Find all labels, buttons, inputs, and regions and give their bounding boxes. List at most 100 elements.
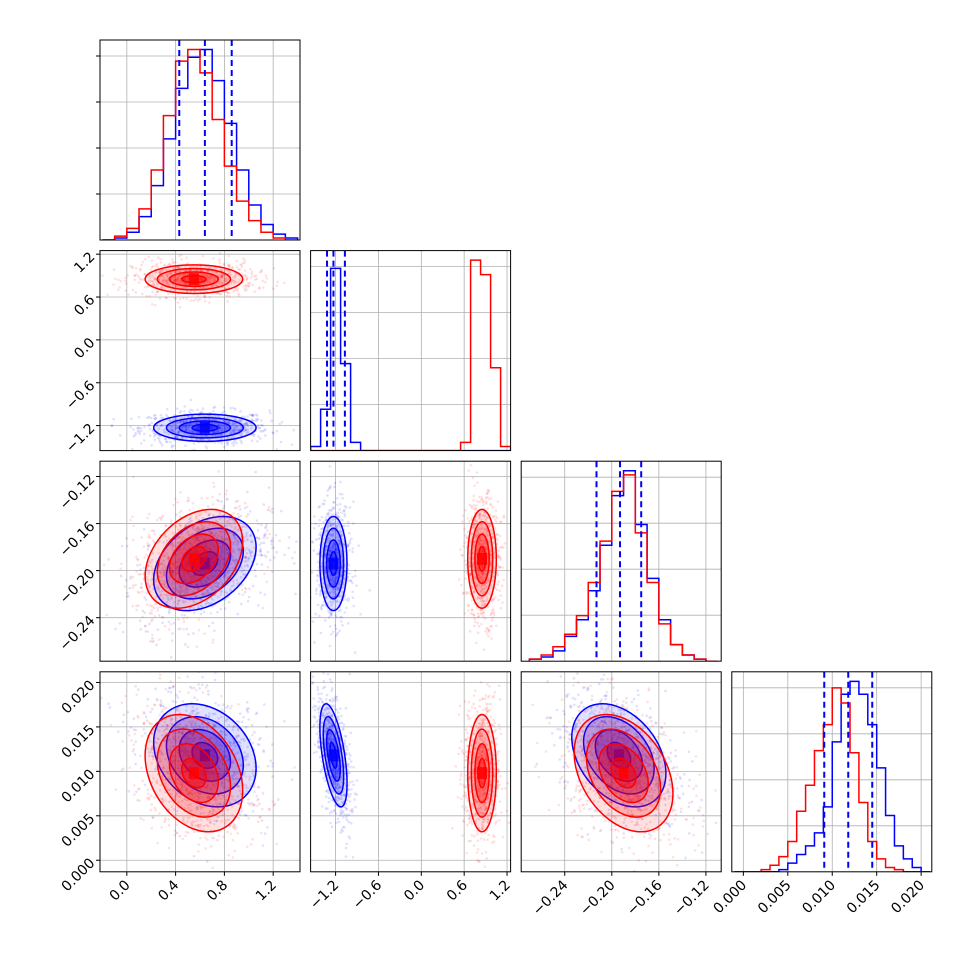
scatter-point-blue — [175, 701, 178, 704]
scatter-point-blue — [201, 676, 204, 679]
scatter-point-blue — [184, 643, 187, 646]
scatter-point-blue — [136, 564, 139, 567]
scatter-point-blue — [261, 554, 264, 557]
scatter-point-blue — [259, 437, 262, 440]
scatter-point-red — [132, 584, 135, 587]
scatter-point-blue — [216, 839, 219, 842]
scatter-point-red — [159, 297, 162, 300]
scatter-point-red — [249, 268, 252, 271]
scatter-point-red — [468, 520, 471, 523]
scatter-point-blue — [196, 409, 199, 412]
scatter-point-red — [266, 581, 269, 584]
scatter-point-blue — [295, 540, 298, 543]
scatter-point-red — [487, 635, 490, 638]
scatter-point-red — [162, 616, 165, 619]
scatter-point-red — [262, 286, 265, 289]
scatter-point-blue — [330, 612, 333, 615]
scatter-point-blue — [221, 708, 224, 711]
scatter-point-red — [202, 255, 205, 258]
scatter-point-blue — [155, 644, 158, 647]
scatter-point-blue — [223, 406, 226, 409]
scatter-point-blue — [150, 417, 153, 420]
scatter-point-blue — [323, 503, 326, 506]
scatter-point-red — [147, 256, 150, 259]
scatter-point-blue — [264, 593, 267, 596]
scatter-point-blue — [149, 428, 152, 431]
scatter-point-blue — [254, 569, 257, 572]
scatter-point-red — [490, 637, 493, 640]
scatter-point-blue — [253, 435, 256, 438]
scatter-point-blue — [288, 536, 291, 539]
scatter-point-red — [240, 264, 243, 267]
scatter-point-red — [151, 609, 154, 612]
scatter-point-red — [504, 542, 507, 545]
scatter-point-red — [461, 520, 464, 523]
scatter-point-red — [118, 286, 121, 289]
scatter-point-blue — [292, 429, 295, 432]
scatter-point-blue — [169, 441, 172, 444]
scatter-point-red — [262, 607, 265, 610]
scatter-point-blue — [168, 621, 171, 624]
scatter-point-red — [171, 639, 174, 642]
scatter-point-blue — [166, 408, 169, 411]
scatter-point-red — [149, 536, 152, 539]
scatter-point-blue — [139, 568, 142, 571]
scatter-point-red — [177, 628, 180, 631]
scatter-point-red — [113, 268, 116, 271]
scatter-point-blue — [313, 515, 316, 518]
scatter-point-red — [132, 476, 135, 479]
scatter-point-blue — [226, 442, 229, 445]
scatter-point-blue — [214, 679, 217, 682]
scatter-point-red — [186, 500, 189, 503]
scatter-point-blue — [158, 614, 161, 617]
scatter-point-red — [197, 295, 200, 298]
scatter-point-red — [103, 564, 106, 567]
scatter-point-blue — [256, 440, 259, 443]
scatter-point-blue — [107, 702, 110, 705]
scatter-point-red — [206, 497, 209, 500]
scatter-point-blue — [334, 482, 337, 485]
scatter-point-blue — [134, 685, 137, 688]
scatter-point-blue — [187, 633, 190, 636]
scatter-point-red — [208, 301, 211, 304]
scatter-point-blue — [329, 625, 332, 628]
scatter-point-blue — [279, 423, 282, 426]
scatter-point-red — [198, 629, 201, 632]
scatter-point-blue — [160, 417, 163, 420]
scatter-point-blue — [231, 442, 234, 445]
scatter-point-red — [272, 287, 275, 290]
scatter-point-blue — [352, 596, 355, 599]
scatter-point-red — [275, 284, 278, 287]
scatter-point-blue — [257, 529, 260, 532]
scatter-point-red — [150, 259, 153, 262]
scatter-point-blue — [311, 540, 314, 543]
scatter-point-blue — [267, 551, 270, 554]
scatter-point-blue — [220, 608, 223, 611]
scatter-point-blue — [271, 570, 274, 573]
scatter-point-red — [124, 277, 127, 280]
scatter-point-red — [140, 582, 143, 585]
scatter-point-blue — [244, 591, 247, 594]
scatter-point-red — [498, 580, 501, 583]
scatter-point-blue — [125, 579, 128, 582]
scatter-point-blue — [164, 438, 167, 441]
scatter-point-blue — [350, 579, 353, 582]
scatter-point-blue — [357, 544, 360, 547]
scatter-point-blue — [287, 547, 290, 550]
scatter-point-blue — [143, 426, 146, 429]
scatter-point-red — [192, 299, 195, 302]
scatter-point-blue — [122, 721, 125, 724]
scatter-point-red — [219, 252, 222, 255]
scatter-point-red — [170, 623, 173, 626]
scatter-point-red — [156, 519, 159, 522]
scatter-point-blue — [268, 486, 271, 489]
scatter-point-red — [467, 469, 470, 472]
scatter-point-red — [486, 632, 489, 635]
scatter-point-blue — [291, 557, 294, 560]
scatter-point-red — [237, 513, 240, 516]
scatter-point-red — [131, 267, 134, 270]
scatter-point-red — [179, 298, 182, 301]
scatter-point-red — [148, 544, 151, 547]
scatter-point-red — [478, 496, 481, 499]
scatter-point-blue — [149, 711, 152, 714]
